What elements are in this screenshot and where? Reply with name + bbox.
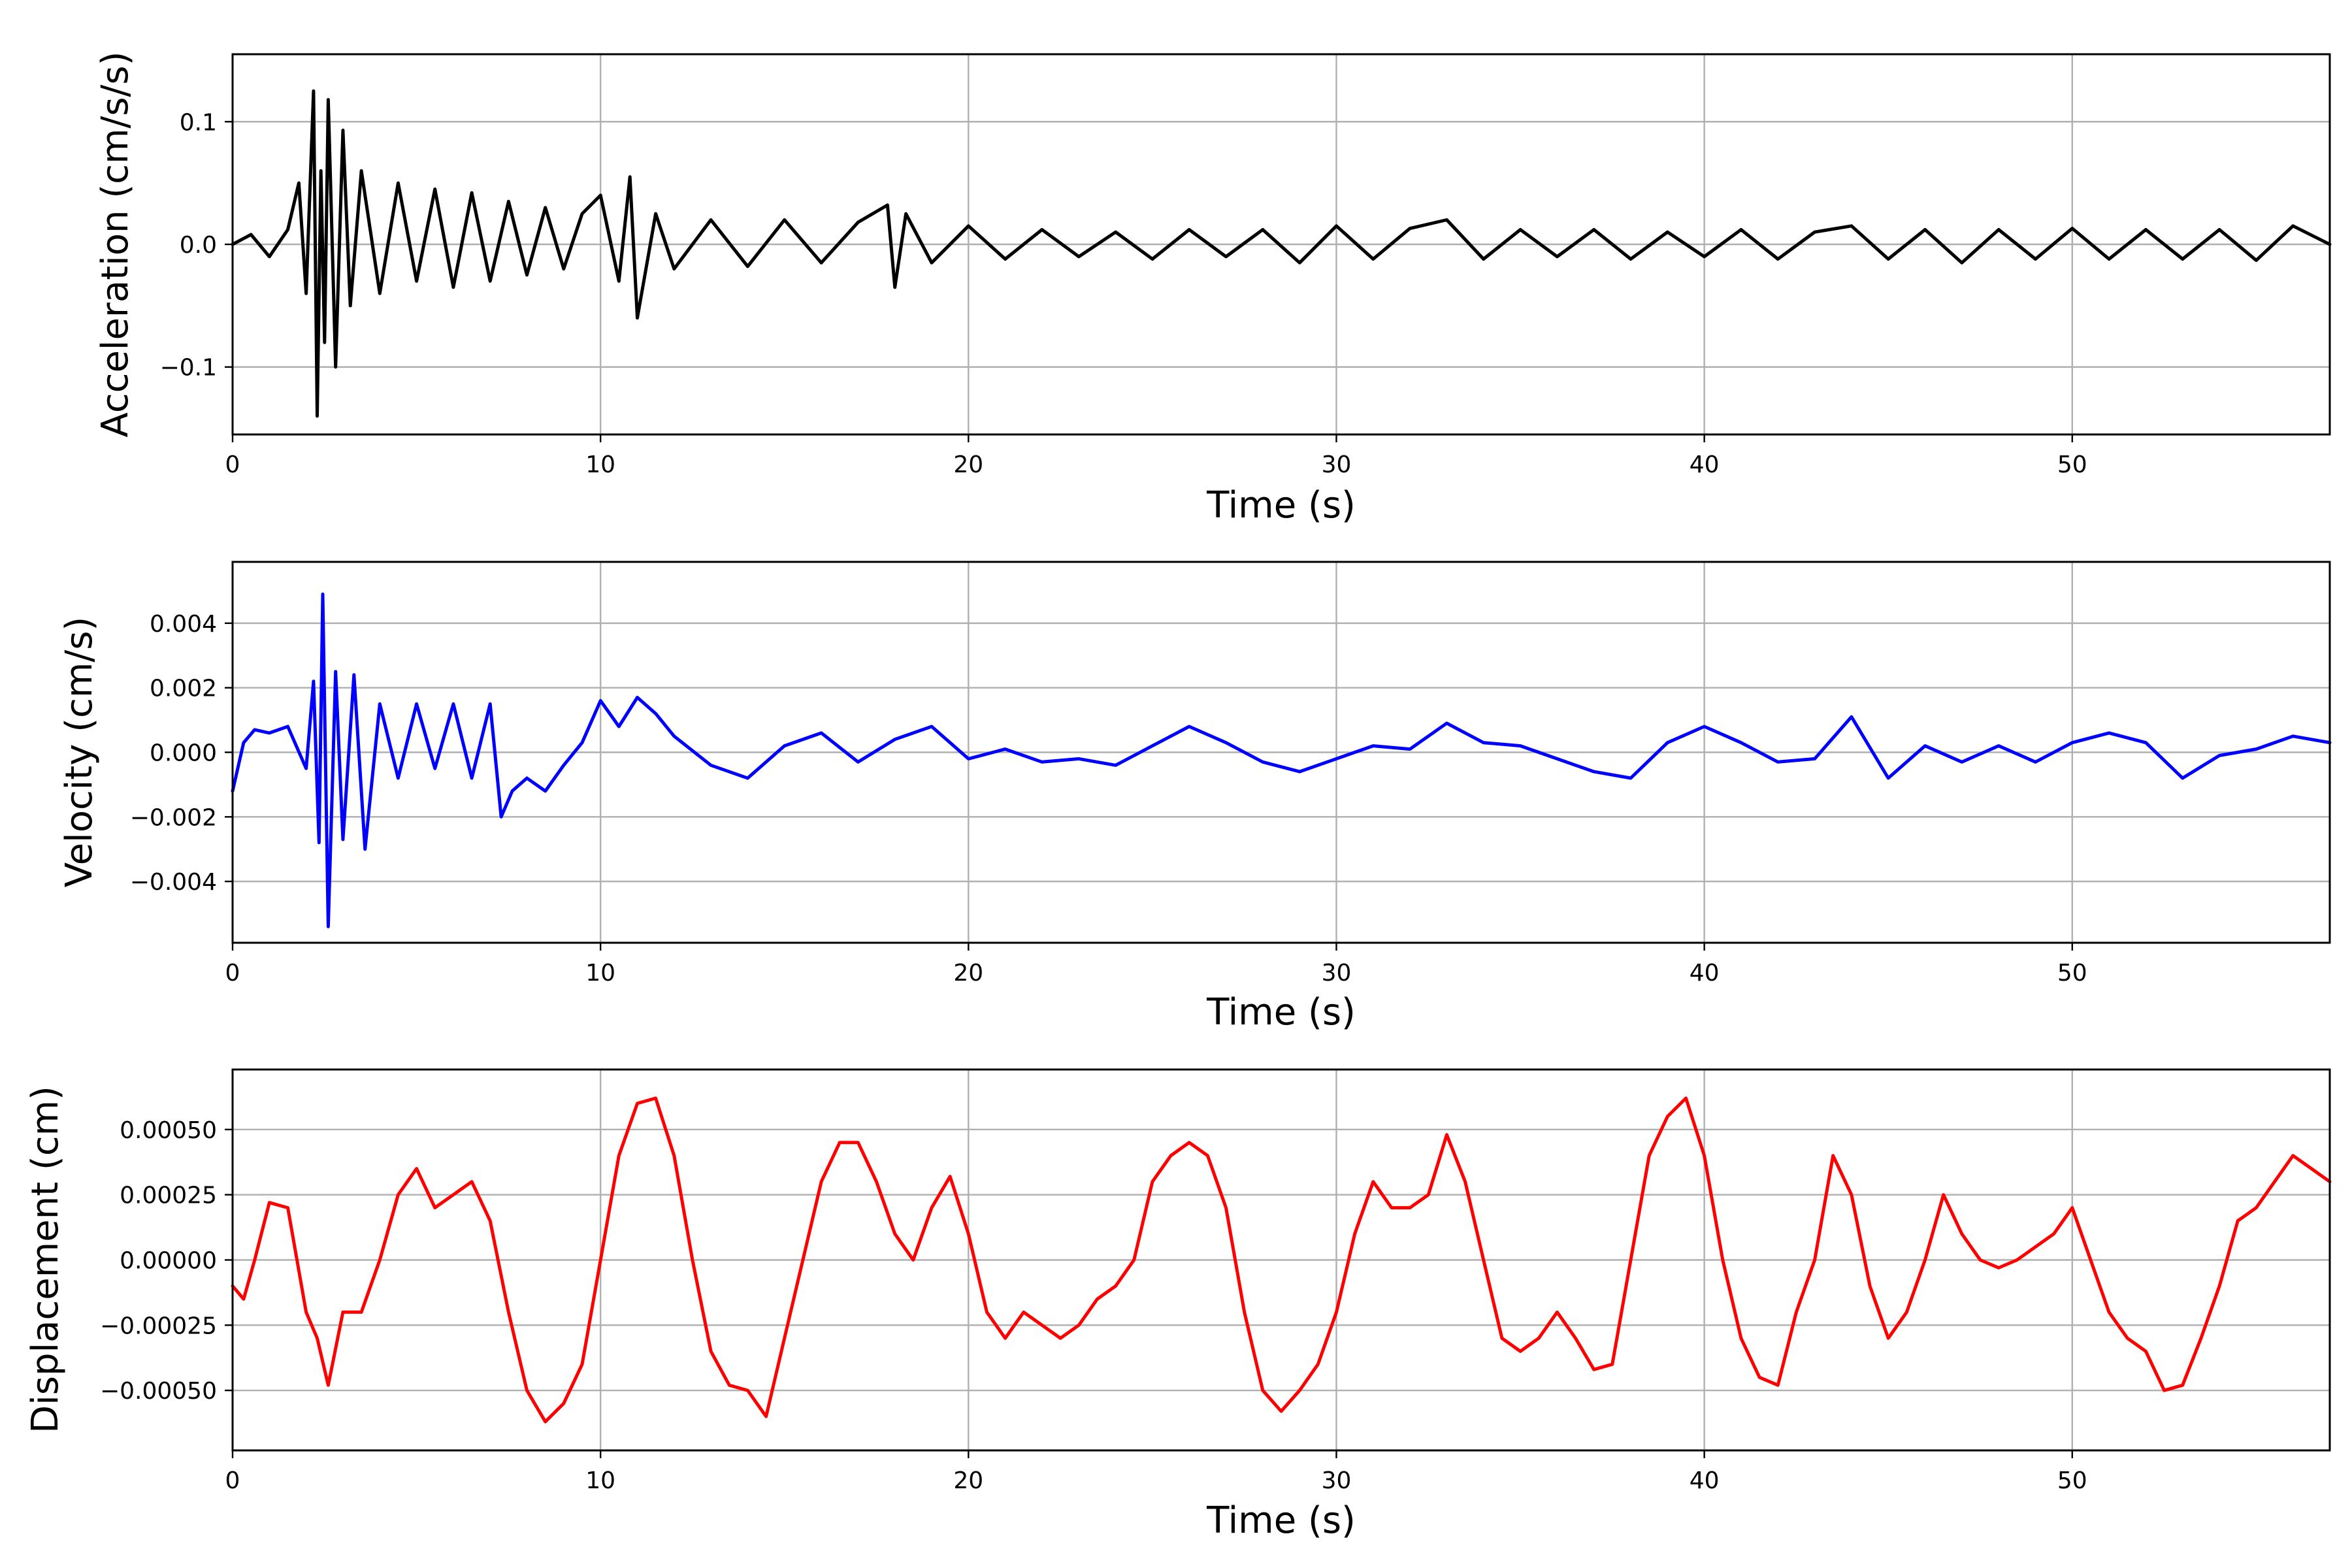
acceleration-ylabel: Acceleration (cm/s/s) [94,52,137,438]
y-tick-label: 0.00050 [120,1117,217,1144]
y-tick-label: 0.1 [180,109,217,136]
x-tick-label: 0 [225,451,240,478]
x-tick-label: 30 [1322,960,1352,987]
displacement-xlabel: Time (s) [1206,1499,1356,1542]
y-tick-label: 0.004 [150,611,217,638]
x-tick-label: 30 [1322,1467,1352,1494]
displacement-ylabel: Displacement (cm) [24,1086,67,1433]
y-tick-label: 0.000 [150,740,217,767]
x-tick-label: 20 [953,960,983,987]
x-tick-label: 10 [585,451,615,478]
x-tick-label: 40 [1690,451,1720,478]
y-tick-label: −0.00025 [100,1313,217,1339]
y-tick-label: −0.004 [130,869,217,896]
y-tick-label: 0.00025 [120,1183,217,1209]
x-tick-label: 10 [585,1467,615,1494]
x-tick-label: 50 [2057,451,2087,478]
y-tick-label: 0.0 [180,232,217,259]
x-tick-label: 30 [1322,451,1352,478]
x-tick-label: 50 [2057,1467,2087,1494]
y-tick-label: 0.00000 [120,1248,217,1275]
acceleration-panel: Time (s) Acceleration (cm/s/s) 0 10 20 30 40… [94,52,2332,527]
velocity-ylabel: Velocity (cm/s) [58,617,101,888]
x-tick-label: 20 [953,451,983,478]
x-tick-label: 0 [225,960,240,987]
x-tick-label: 0 [225,1467,240,1494]
series-line [231,89,2332,418]
acceleration-xlabel: Time (s) [1206,484,1356,527]
x-tick-label: 40 [1690,960,1720,987]
series-line [231,592,2332,928]
velocity-xlabel: Time (s) [1206,991,1356,1034]
y-tick-label: −0.1 [160,355,217,382]
velocity-panel: Time (s) Velocity (cm/s) 0 10 20 30 40 50 −0.0… [58,561,2332,1034]
y-tick-label: 0.002 [150,676,217,702]
x-tick-label: 40 [1690,1467,1720,1494]
y-tick-label: −0.002 [130,804,217,831]
displacement-panel: Time (s) Displacement (cm) 0 10 20 30 40 50 −0… [24,1068,2332,1542]
series-line [231,1096,2332,1424]
x-tick-label: 50 [2057,960,2087,987]
y-tick-label: −0.00050 [100,1378,217,1405]
x-tick-label: 10 [585,960,615,987]
x-tick-label: 20 [953,1467,983,1494]
